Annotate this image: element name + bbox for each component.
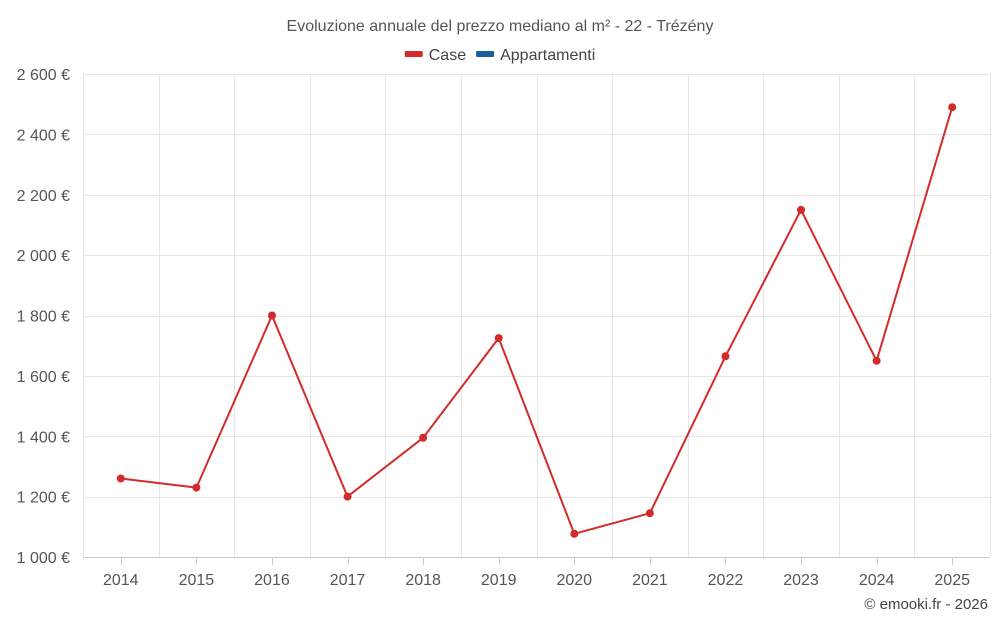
data-point [116,474,125,483]
x-tick-label: 2024 [859,572,895,589]
y-tick-label: 1 400 € [17,429,70,446]
x-tick-label: 2016 [254,572,290,589]
y-axis: 1 000 € 1 200 € 1 400 € 1 600 € 1 800 € 2 000… [17,67,70,567]
credit-text: © emooki.fr - 2026 [864,596,988,613]
x-tick-label: 2015 [179,572,215,589]
legend-swatch [404,51,423,57]
data-point [419,433,428,442]
series-line-case [120,106,954,535]
data-point [267,311,276,320]
data-point [343,492,352,501]
data-point [721,352,730,361]
y-tick-label: 2 600 € [17,67,70,84]
x-tick-label: 2022 [708,572,744,589]
legend: Case Appartamenti [404,47,595,64]
data-point [797,205,806,214]
y-tick-label: 1 800 € [17,309,70,326]
x-tick-label: 2020 [556,572,592,589]
x-tick-label: 2025 [934,572,970,589]
x-tick-label: 2014 [103,572,139,589]
y-tick-label: 1 200 € [17,490,70,507]
x-axis: 2014 2015 2016 2017 2018 2019 2020 2021 2022 2023… [103,572,970,589]
y-tick-label: 2 400 € [17,127,70,144]
y-tick-label: 2 000 € [17,248,70,265]
legend-label: Case [429,47,466,64]
data-point [948,103,957,112]
data-point [494,334,503,343]
y-tick-label: 1 000 € [17,550,70,567]
x-tick-label: 2021 [632,572,668,589]
data-point [872,356,881,365]
data-point [192,483,201,492]
legend-item: Appartamenti [476,47,595,64]
chart-title: Evoluzione annuale del prezzo mediano al… [287,18,714,35]
series-layer [116,103,957,538]
x-tick-label: 2018 [405,572,441,589]
x-tick-label: 2023 [783,572,819,589]
x-tick-label: 2019 [481,572,517,589]
legend-label: Appartamenti [500,47,595,64]
legend-swatch [476,51,495,57]
data-point [570,529,579,538]
x-tick-label: 2017 [330,572,366,589]
legend-item: Case [404,47,466,64]
y-tick-label: 1 600 € [17,369,70,386]
y-tick-label: 2 200 € [17,188,70,205]
grid [83,74,991,565]
data-point [645,509,654,518]
